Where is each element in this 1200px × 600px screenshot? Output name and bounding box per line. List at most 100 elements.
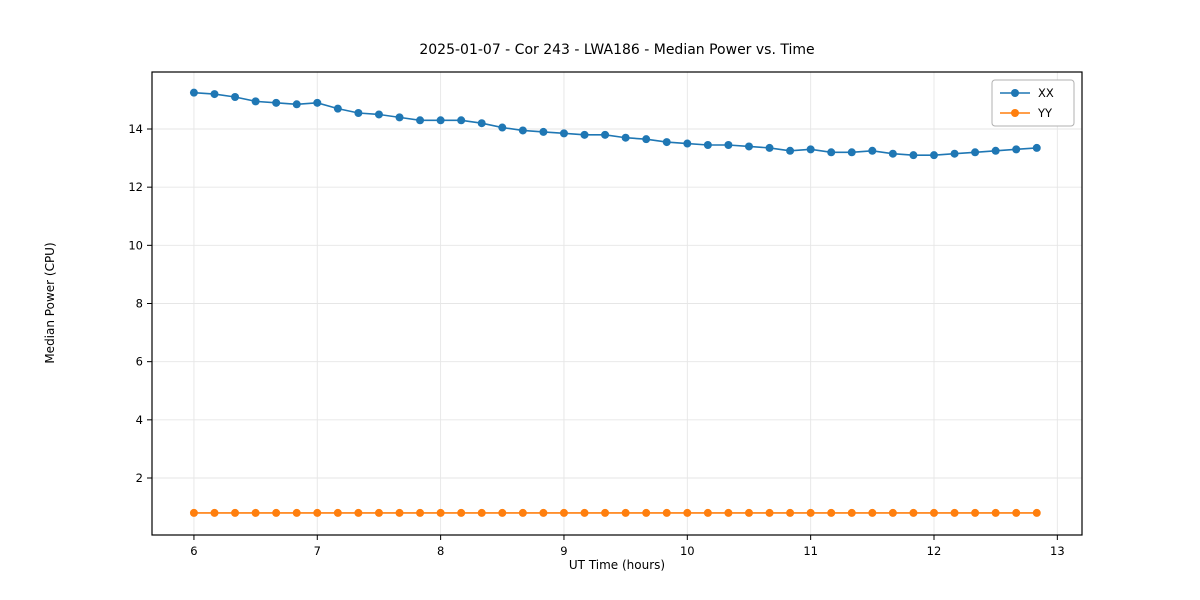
- series-marker-xx: [991, 146, 1000, 155]
- series-marker-xx: [313, 98, 322, 107]
- series-marker-xx: [498, 123, 507, 132]
- legend-label-yy: YY: [1037, 106, 1053, 120]
- series-marker-xx: [950, 149, 959, 158]
- series-marker-yy: [518, 508, 527, 517]
- series-marker-yy: [929, 508, 938, 517]
- x-tick-label: 10: [680, 544, 695, 558]
- series-marker-xx: [662, 138, 671, 147]
- series-marker-xx: [231, 93, 240, 102]
- x-tick-label: 7: [314, 544, 321, 558]
- series-marker-yy: [601, 508, 610, 517]
- y-tick-label: 2: [136, 471, 143, 485]
- series-marker-xx: [559, 129, 568, 138]
- series-marker-yy: [765, 508, 774, 517]
- series-marker-xx: [374, 110, 383, 119]
- series-marker-yy: [621, 508, 630, 517]
- series-marker-xx: [477, 119, 486, 128]
- series-marker-yy: [991, 508, 1000, 517]
- series-marker-xx: [929, 151, 938, 160]
- series-marker-yy: [539, 508, 548, 517]
- series-marker-yy: [662, 508, 671, 517]
- series-marker-xx: [724, 141, 733, 149]
- series-marker-yy: [354, 508, 363, 517]
- series-marker-yy: [1012, 508, 1021, 517]
- legend-marker-sample: [1011, 89, 1019, 97]
- series-marker-xx: [703, 141, 712, 149]
- series-marker-xx: [251, 97, 260, 106]
- series-marker-xx: [868, 146, 877, 155]
- series-marker-xx: [642, 135, 651, 144]
- series-marker-yy: [251, 508, 260, 517]
- series-marker-xx: [621, 133, 630, 142]
- series-marker-xx: [765, 143, 774, 152]
- series-marker-yy: [580, 508, 589, 517]
- series-marker-yy: [559, 508, 568, 517]
- series-marker-yy: [703, 508, 712, 517]
- series-marker-yy: [827, 508, 836, 517]
- x-tick-label: 6: [190, 544, 197, 558]
- series-marker-yy: [971, 508, 980, 517]
- series-marker-yy: [950, 508, 959, 517]
- x-tick-label: 9: [560, 544, 567, 558]
- series-marker-yy: [189, 508, 198, 517]
- y-tick-label: 6: [136, 355, 143, 369]
- series-marker-yy: [642, 508, 651, 517]
- series-marker-xx: [806, 145, 815, 154]
- y-tick-label: 10: [128, 238, 143, 252]
- x-axis-label: UT Time (hours): [568, 558, 666, 572]
- x-tick-label: 11: [803, 544, 818, 558]
- series-marker-yy: [231, 508, 240, 517]
- series-marker-xx: [909, 151, 918, 160]
- y-tick-label: 12: [128, 180, 143, 194]
- series-marker-yy: [868, 508, 877, 517]
- series-marker-xx: [888, 149, 897, 158]
- series-marker-yy: [909, 508, 918, 517]
- series-marker-xx: [847, 148, 856, 157]
- series-marker-yy: [786, 508, 795, 517]
- series-marker-xx: [971, 148, 980, 157]
- x-tick-label: 13: [1050, 544, 1065, 558]
- y-tick-label: 14: [128, 122, 143, 136]
- legend-box: [991, 79, 1075, 127]
- series-marker-xx: [189, 88, 198, 97]
- series-marker-xx: [827, 148, 836, 157]
- series-marker-xx: [333, 104, 342, 113]
- legend-label-xx: XX: [1038, 86, 1054, 100]
- chart-title: 2025-01-07 - Cor 243 - LWA186 - Median P…: [419, 42, 815, 58]
- y-tick-label: 4: [136, 413, 143, 427]
- series-marker-xx: [786, 146, 795, 155]
- series-marker-yy: [333, 508, 342, 517]
- series-marker-xx: [744, 142, 753, 151]
- legend-marker-sample: [1011, 109, 1019, 117]
- series-marker-yy: [210, 508, 219, 517]
- series-marker-yy: [1032, 508, 1041, 517]
- series-marker-xx: [539, 127, 548, 136]
- series-marker-yy: [395, 508, 404, 517]
- y-axis-label: Median Power (CPU): [43, 242, 57, 364]
- series-marker-xx: [292, 100, 301, 109]
- series-marker-xx: [416, 116, 425, 125]
- series-marker-yy: [724, 508, 733, 517]
- series-marker-yy: [457, 508, 466, 517]
- series-marker-xx: [601, 130, 610, 139]
- series-marker-yy: [498, 508, 507, 517]
- series-marker-yy: [272, 508, 281, 517]
- series-marker-xx: [683, 139, 692, 148]
- series-marker-yy: [436, 508, 445, 517]
- series-marker-xx: [272, 98, 281, 107]
- series-marker-xx: [436, 116, 445, 125]
- series-marker-yy: [477, 508, 486, 517]
- series-marker-xx: [210, 90, 219, 99]
- series-marker-yy: [416, 508, 425, 517]
- series-marker-xx: [580, 130, 589, 139]
- series-marker-xx: [395, 113, 404, 122]
- series-marker-yy: [292, 508, 301, 517]
- series-marker-xx: [354, 109, 363, 118]
- y-tick-label: 8: [136, 297, 143, 311]
- series-marker-yy: [313, 508, 322, 517]
- series-marker-yy: [374, 508, 383, 517]
- series-marker-yy: [806, 508, 815, 517]
- series-marker-yy: [847, 508, 856, 517]
